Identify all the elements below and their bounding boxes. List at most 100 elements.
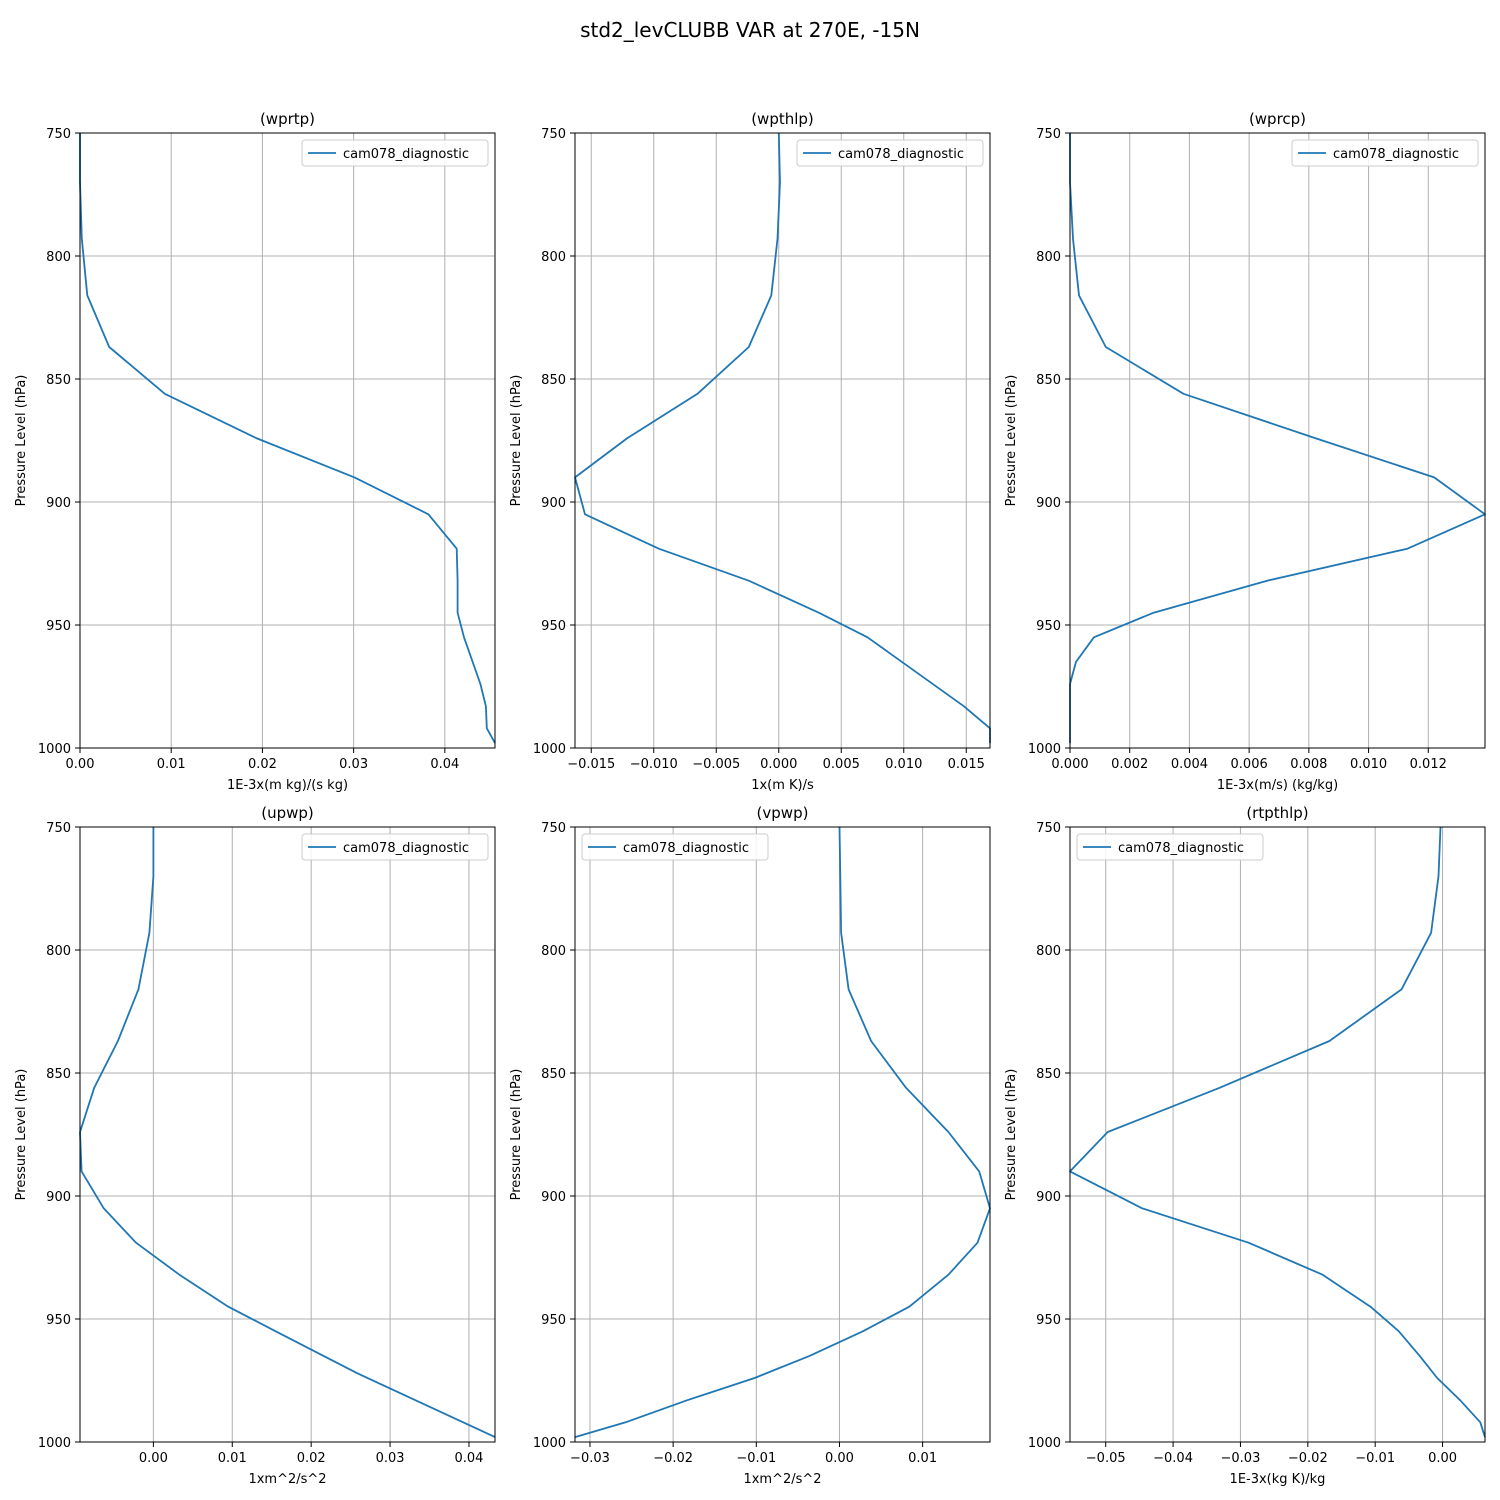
series-line-wprtp [79,133,496,744]
y-tick-label: 950 [1036,619,1061,634]
y-tick-label: 900 [46,496,71,511]
y-tick-label: 850 [1036,373,1061,388]
subplot-grid: 0.00 0.01 0.02 0.03 0.04 750 800 850 900 950 1000 (… [14,110,1486,1487]
legend-label: cam078_diagnostic [1118,841,1244,856]
y-tick-label: 850 [541,373,566,388]
series-line-rtpthlp [1069,826,1486,1438]
x-tick-label: 0.000 [1051,757,1088,772]
series-line-vpwp [574,826,991,1438]
y-axis-label: Pressure Level (hPa) [1004,1069,1019,1201]
x-tick-label: 0.005 [823,757,860,772]
x-tick-label: 0.01 [908,1451,937,1466]
y-tick-label: 850 [46,373,71,388]
y-tick-label: 900 [1036,1190,1061,1205]
x-tick-label: 0.00 [66,757,95,772]
y-tick-label: 800 [46,944,71,959]
x-tick-label: 0.00 [825,1451,854,1466]
x-tick-label: 0.00 [139,1451,168,1466]
y-tick-label: 800 [46,250,71,265]
y-axis-label: Pressure Level (hPa) [14,375,29,507]
y-tick-label: 900 [541,1190,566,1205]
x-axis-label: 1E-3x(kg K)/kg [1230,1472,1326,1487]
plot-frame [574,826,991,1443]
y-tick-label: 850 [1036,1067,1061,1082]
x-tick-label: 0.04 [430,757,459,772]
y-tick-label: 900 [1036,496,1061,511]
panel-vpwp: −0.03 −0.02 −0.01 0.00 0.01 750 800 850 900 950 10… [509,804,991,1487]
x-tick-label: 0.012 [1410,757,1447,772]
legend: cam078_diagnostic [1291,139,1479,167]
x-axis-label: 1E-3x(m/s) (kg/kg) [1217,778,1338,793]
panel-upwp: 0.00 0.01 0.02 0.03 0.04 750 800 850 900 950 1000 (… [14,804,496,1487]
plot-frame [574,132,991,749]
x-tick-label: 0.03 [339,757,368,772]
y-axis-label: Pressure Level (hPa) [509,1069,524,1201]
y-tick-label: 950 [541,1313,566,1328]
x-tick-label: −0.015 [567,757,615,772]
panel-title: (wpthlp) [751,110,814,128]
x-tick-label: 0.008 [1290,757,1327,772]
x-tick-label: −0.02 [1288,1451,1328,1466]
legend-box [301,833,489,861]
legend-label: cam078_diagnostic [343,841,469,856]
x-tick-label: 0.000 [760,757,797,772]
panel-title: (wprtp) [260,110,315,128]
y-axis-label: Pressure Level (hPa) [14,1069,29,1201]
panel-title: (upwp) [261,804,314,822]
series-line-wprcp [1069,133,1486,744]
x-tick-label: 0.03 [376,1451,405,1466]
y-tick-label: 1000 [533,742,566,757]
x-tick-label: −0.02 [653,1451,693,1466]
legend-box [796,139,984,167]
x-tick-label: 0.04 [454,1451,483,1466]
x-tick-label: 0.004 [1171,757,1208,772]
y-tick-label: 750 [541,127,566,142]
legend: cam078_diagnostic [1076,833,1264,861]
panel-wprcp: 0.000 0.002 0.004 0.006 0.008 0.010 0.012 750 80… [1004,110,1486,793]
x-tick-label: 0.015 [948,757,985,772]
x-tick-label: 0.002 [1111,757,1148,772]
panel-title: (vpwp) [757,804,809,822]
y-tick-label: 750 [46,127,71,142]
y-tick-label: 1000 [38,1436,71,1451]
y-tick-label: 950 [541,619,566,634]
y-tick-label: 900 [541,496,566,511]
y-tick-label: 1000 [1028,1436,1061,1451]
y-tick-label: 950 [46,1313,71,1328]
y-tick-label: 800 [541,250,566,265]
x-tick-label: 0.02 [248,757,277,772]
x-tick-label: 0.01 [218,1451,247,1466]
legend-label: cam078_diagnostic [838,147,964,162]
y-tick-label: 800 [1036,944,1061,959]
plot-frame [79,826,496,1443]
y-axis-label: Pressure Level (hPa) [1004,375,1019,507]
legend-label: cam078_diagnostic [343,147,469,162]
x-tick-label: 0.00 [1428,1451,1457,1466]
legend: cam078_diagnostic [796,139,984,167]
y-tick-label: 850 [46,1067,71,1082]
legend: cam078_diagnostic [301,139,489,167]
y-tick-label: 950 [1036,1313,1061,1328]
panel-wprtp: 0.00 0.01 0.02 0.03 0.04 750 800 850 900 950 1000 (… [14,110,496,793]
x-axis-label: 1xm^2/s^2 [248,1472,326,1487]
y-tick-label: 950 [46,619,71,634]
x-tick-label: −0.03 [1221,1451,1261,1466]
legend-box [581,833,769,861]
x-tick-label: −0.010 [630,757,678,772]
y-tick-label: 750 [46,821,71,836]
y-axis-label: Pressure Level (hPa) [509,375,524,507]
plot-frame [79,132,496,749]
legend: cam078_diagnostic [581,833,769,861]
y-tick-label: 750 [541,821,566,836]
x-tick-label: −0.05 [1086,1451,1126,1466]
legend-label: cam078_diagnostic [623,841,749,856]
y-tick-label: 1000 [1028,742,1061,757]
x-tick-label: 0.010 [1350,757,1387,772]
x-tick-label: −0.01 [1355,1451,1395,1466]
x-axis-label: 1x(m K)/s [751,778,814,793]
x-axis-label: 1E-3x(m kg)/(s kg) [227,778,348,793]
y-tick-label: 750 [1036,821,1061,836]
legend: cam078_diagnostic [301,833,489,861]
y-tick-label: 1000 [38,742,71,757]
legend-label: cam078_diagnostic [1333,147,1459,162]
